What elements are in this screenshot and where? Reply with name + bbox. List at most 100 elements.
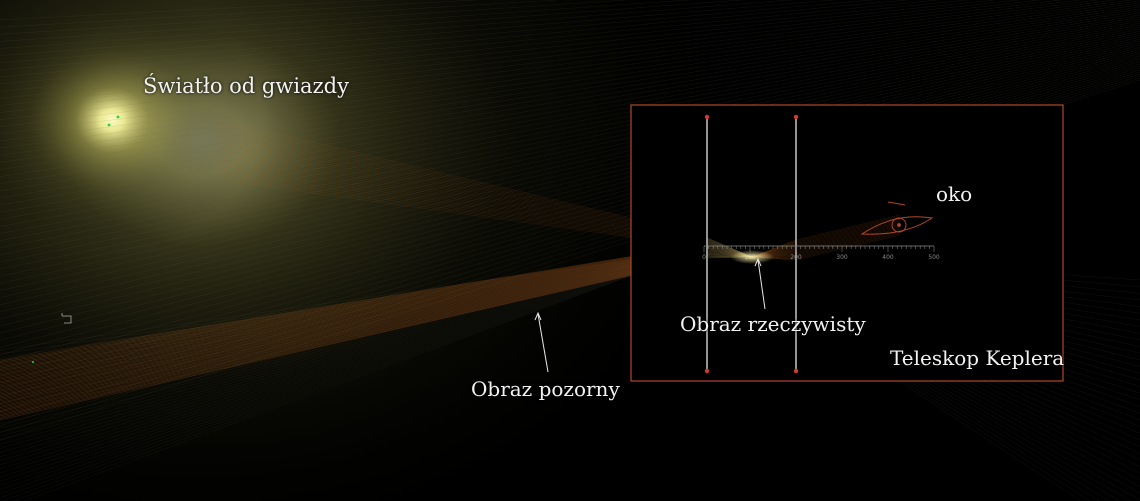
background-ray: [0, 249, 701, 445]
eye-icon[interactable]: [860, 201, 934, 235]
background-ray: [0, 249, 701, 466]
lens-end-top: [793, 114, 799, 120]
light-ray: [0, 255, 708, 410]
background-ray: [0, 30, 1140, 270]
background-ray: [0, 18, 1140, 227]
light-ray: [0, 251, 708, 396]
light-ray: [0, 244, 708, 362]
background-ray: [0, 249, 701, 437]
background-ray: [0, 249, 701, 425]
light-ray: [219, 179, 708, 249]
background-ray: [0, 249, 701, 384]
lens-end-bottom: [704, 368, 710, 374]
light-ray: [219, 147, 708, 242]
background-ray: [0, 249, 701, 371]
background-ray: [0, 0, 1100, 142]
background-ray: [0, 2, 1140, 170]
background-ray: [0, 0, 970, 99]
background-ray: [0, 249, 701, 375]
telescope-ray: [795, 221, 901, 248]
eyepiece-lens[interactable]: [793, 114, 799, 374]
light-ray: [0, 244, 708, 365]
background-ray: [0, 6, 1140, 184]
background-ray: [0, 249, 701, 388]
telescope-ray: [795, 227, 901, 254]
virtual-image-label: Obraz pozorny: [471, 377, 620, 401]
background-ray: [0, 22, 1140, 241]
light-ray: [219, 152, 708, 243]
light-ray: [0, 248, 708, 380]
background-ray: [0, 0, 692, 49]
telescope-ray: [795, 220, 901, 247]
light-ray: [0, 255, 708, 413]
light-ray: [0, 253, 708, 404]
light-ray: [0, 257, 708, 419]
light-ray: [0, 257, 708, 421]
background-ray: [0, 0, 746, 56]
light-ray: [219, 124, 708, 238]
light-ray: [0, 246, 708, 373]
light-ray: [219, 139, 708, 241]
light-ray: [0, 252, 708, 398]
telescope-ray: [795, 219, 901, 245]
background-ray: [23, 249, 701, 501]
background-ray: [0, 14, 1140, 213]
real-image-pointer: [757, 259, 766, 310]
light-ray: [219, 142, 708, 241]
light-ray: [0, 256, 708, 415]
light-ray: [219, 134, 708, 240]
light-ray: [0, 244, 708, 366]
background-ray: [0, 24, 1140, 249]
light-ray: [0, 245, 708, 368]
light-ray: [0, 255, 708, 411]
background-ray: [12, 249, 701, 501]
ruler-tick-label: 500: [928, 254, 940, 261]
light-ray: [0, 249, 708, 385]
light-ray: [219, 157, 708, 244]
background-ray: [0, 249, 701, 396]
telescope-ray: [795, 224, 901, 250]
telescope-ray: [795, 225, 901, 251]
objective-lens[interactable]: [704, 114, 710, 374]
marker-point: [32, 361, 34, 363]
light-ray: [219, 154, 708, 244]
background-ray: [0, 0, 1132, 156]
background-ray: [0, 249, 701, 355]
background-ray: [1, 249, 701, 501]
eye-center: [897, 223, 901, 227]
telescope-ray: [795, 217, 901, 243]
telescope-label: Teleskop Keplera: [890, 346, 1065, 370]
background-ray: [0, 249, 701, 470]
light-ray: [0, 254, 708, 406]
star-point: [116, 115, 120, 119]
background-ray: [0, 43, 1140, 313]
light-ray: [219, 149, 708, 243]
light-ray: [0, 256, 708, 414]
background-ray: [0, 249, 701, 412]
background-ray: [0, 249, 701, 498]
light-ray: [0, 254, 708, 409]
real-image-label: Obraz rzeczywisty: [680, 312, 866, 336]
background-ray: [0, 249, 701, 404]
light-ray: [0, 246, 708, 372]
background-ray: [0, 37, 1140, 291]
background-ray: [0, 47, 1140, 327]
background-ray: [0, 41, 1140, 305]
light-ray: [0, 251, 708, 392]
background-ray: [0, 10, 1140, 199]
background-ray: [0, 0, 836, 71]
background-ray: [0, 4, 1140, 177]
light-ray: [0, 252, 708, 400]
telescope-ray: [795, 226, 901, 253]
background-ray: [0, 249, 701, 392]
background-ray: [0, 249, 701, 363]
background-ray: [0, 0, 794, 63]
background-ray: [0, 0, 1140, 163]
background-ray: [0, 35, 1140, 284]
eye-label: oko: [936, 182, 973, 206]
background-ray: [0, 28, 1140, 263]
light-ray: [0, 250, 708, 389]
background-ray: [0, 16, 1140, 220]
background-ray: [0, 8, 1140, 192]
light-ray: [0, 251, 708, 395]
